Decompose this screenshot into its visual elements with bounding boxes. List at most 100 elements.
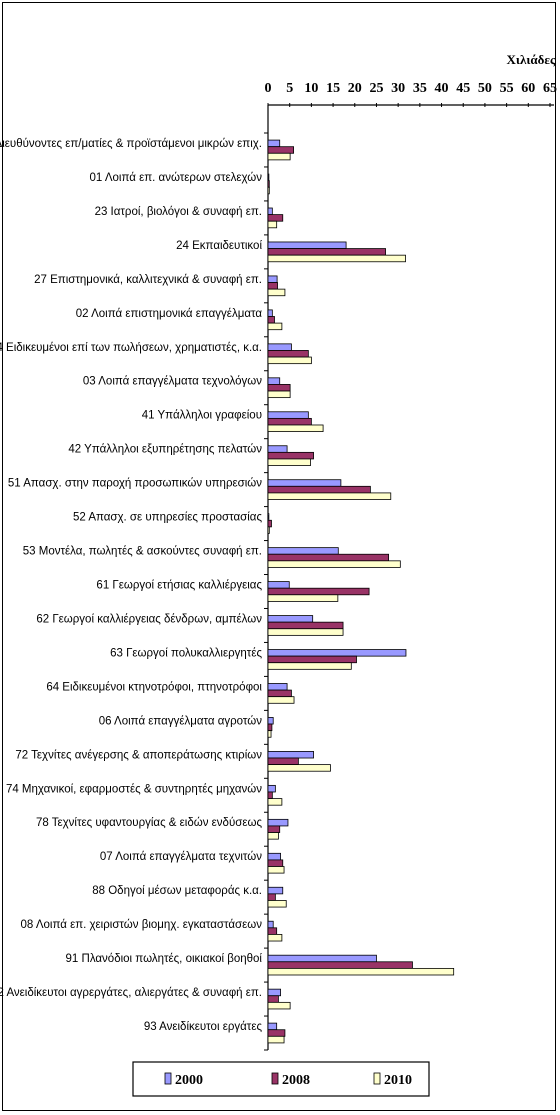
- legend-label: 2008: [282, 1073, 310, 1088]
- category-label: 08 Λοιπά επ. χειριστών βιομηχ. εγκαταστά…: [20, 919, 262, 931]
- category-label: 24 Εκπαιδευτικοί: [176, 240, 262, 252]
- bar-2000: [267, 717, 274, 725]
- category-labels: 13 Διευθύνοντες επ/ματίες & προϊστάμενοι…: [0, 138, 262, 1033]
- bar-2010: [267, 662, 352, 670]
- bar-2008: [267, 214, 284, 222]
- bar-2008: [267, 791, 273, 799]
- category-label: 78 Τεχνίτες υφαντουργίας & ειδών ενδύσεω…: [36, 817, 262, 829]
- bar-2008: [267, 519, 272, 528]
- bar-2008: [267, 180, 270, 188]
- legend-swatch: [164, 1072, 172, 1085]
- category-label: 23 Ιατροί, βιολόγοι & συναφή επ.: [95, 206, 262, 218]
- bar-2010: [267, 390, 291, 399]
- bar-2008: [267, 757, 299, 766]
- bar-2000: [267, 649, 407, 657]
- x-tick-label: 20: [348, 81, 362, 96]
- x-axis: 0 5 10 15 20 25 30 35 40 45 50 55 60 65: [265, 81, 557, 107]
- bar-2000: [267, 445, 288, 453]
- bar-2000: [267, 411, 309, 419]
- category-label: 64 Ειδικευμένοι κτηνοτρόφοι, πτηνοτρόφοι: [46, 681, 262, 693]
- category-label: 63 Γεωργοί πολυκαλλιεργητές: [110, 647, 262, 659]
- bars: [267, 139, 455, 1044]
- category-label: 01 Λοιπά επ. ανώτερων στελεχών: [90, 172, 263, 184]
- bar-2010: [267, 594, 339, 602]
- bar-2010: [267, 560, 401, 568]
- category-label: 13 Διευθύνοντες επ/ματίες & προϊστάμενοι…: [0, 138, 262, 150]
- category-label: 51 Απασχ. στην παροχή προσωπικών υπηρεσι…: [8, 478, 262, 490]
- category-label: 88 Οδηγοί μέσων μεταφοράς κ.α.: [92, 885, 262, 897]
- bar-2010: [267, 832, 279, 840]
- bar-2008: [267, 146, 294, 154]
- bar-2008: [267, 248, 386, 256]
- bar-2008: [267, 451, 314, 460]
- bar-2000: [267, 988, 281, 997]
- bar-2010: [267, 186, 270, 195]
- x-tick-label: 10: [304, 81, 318, 96]
- category-label: 72 Τεχνίτες ανέγερσης & αποπεράτωσης κτι…: [15, 749, 262, 761]
- bar-2000: [267, 207, 273, 216]
- bar-2010: [267, 492, 392, 500]
- bar-2000: [267, 615, 314, 623]
- bar-2008: [267, 350, 309, 358]
- bar-2000: [267, 343, 292, 351]
- x-tick-label: 0: [265, 81, 272, 96]
- bar-2010: [267, 764, 331, 772]
- legend-label: 2000: [175, 1073, 203, 1088]
- x-tick-label: 35: [413, 81, 427, 96]
- bar-2000: [267, 683, 288, 691]
- bar-2000: [267, 547, 339, 555]
- bar-2000: [267, 479, 342, 487]
- bar-2010: [267, 628, 344, 636]
- x-tick-label: 45: [456, 81, 470, 96]
- bar-2000: [267, 513, 270, 521]
- x-tick-label: 65: [543, 81, 557, 96]
- category-label: 91 Πλανόδιοι πωλητές, οικιακοί βοηθοί: [66, 953, 263, 965]
- x-tick-label: 30: [391, 81, 405, 96]
- category-label: 93 Ανειδίκευτοι εργάτες: [144, 1021, 263, 1033]
- category-label: 06 Λοιπά επαγγέλματα αγροτών: [99, 715, 263, 727]
- bar-2008: [267, 282, 278, 290]
- category-label: 42 Υπάλληλοι εξυπηρέτησης πελατών: [68, 444, 262, 456]
- bar-2010: [267, 1001, 291, 1010]
- bar-2008: [267, 655, 357, 664]
- category-label: 92 Ανειδίκευτοι αγρεργάτες, αλιεργάτες &…: [0, 987, 262, 999]
- bar-2000: [267, 784, 276, 793]
- bar-2000: [267, 751, 314, 759]
- bar-2008: [267, 587, 370, 596]
- bar-2008: [267, 316, 275, 324]
- bar-2008: [267, 961, 413, 969]
- legend-swatch: [271, 1072, 279, 1085]
- category-label: 74 Μηχανικοί, εφαρμοστές & συντηρητές μη…: [6, 783, 262, 795]
- bar-2008: [267, 1029, 286, 1037]
- x-tick-label: 40: [435, 81, 449, 96]
- bar-2000: [267, 309, 273, 317]
- bar-2010: [267, 934, 283, 942]
- bar-2000: [267, 173, 270, 182]
- bar-2008: [267, 689, 292, 698]
- category-label: 41 Υπάλληλοι γραφείου: [142, 410, 262, 422]
- x-tick-label: 5: [286, 81, 293, 96]
- bar-2008: [267, 825, 281, 833]
- bar-2008: [267, 621, 344, 630]
- unit-label: Χιλιάδες: [507, 52, 556, 67]
- category-label: 61 Γεωργοί ετήσιας καλλιέργειας: [96, 580, 262, 592]
- bar-2000: [267, 852, 281, 861]
- bar-2008: [267, 417, 312, 426]
- x-tick-label: 60: [521, 81, 535, 96]
- x-tick-label: 55: [500, 81, 514, 96]
- bar-2000: [267, 275, 278, 283]
- bar-2008: [267, 893, 276, 901]
- legend: 2000 2008 2010: [132, 1061, 430, 1097]
- bar-2000: [267, 920, 274, 929]
- bar-2008: [267, 995, 279, 1003]
- bar-2000: [267, 377, 281, 385]
- bar-2010: [267, 696, 295, 704]
- bar-2010: [267, 322, 283, 331]
- bar-2008: [267, 384, 291, 392]
- bar-2000: [267, 581, 290, 589]
- bar-2010: [267, 1035, 285, 1044]
- legend-swatch: [373, 1072, 381, 1085]
- bar-2010: [267, 356, 312, 365]
- bar-2008: [267, 723, 273, 732]
